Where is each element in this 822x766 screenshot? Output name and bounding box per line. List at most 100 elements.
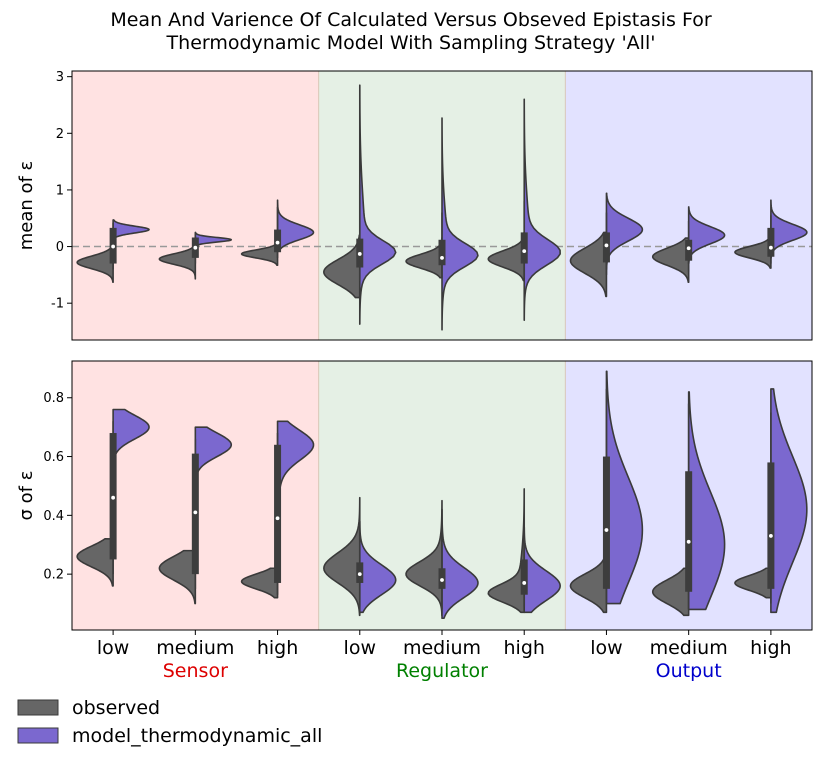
legend-swatch-1 bbox=[17, 699, 59, 716]
observed-half-violin bbox=[734, 567, 772, 599]
observed-half-violin bbox=[158, 244, 197, 280]
y-tick-label: 0.8 bbox=[43, 391, 64, 406]
violin-7 bbox=[569, 370, 644, 614]
model-half-violin bbox=[112, 408, 150, 461]
x-tick-label-high: high bbox=[504, 637, 545, 659]
box-iqr bbox=[685, 239, 693, 261]
group-label-sensor: Sensor bbox=[163, 660, 228, 682]
model-half-violin bbox=[770, 199, 808, 259]
y-axis-label: σ of ε bbox=[16, 471, 37, 521]
model-half-violin bbox=[605, 370, 644, 605]
box-iqr bbox=[438, 239, 446, 266]
violin-7 bbox=[569, 192, 644, 298]
observed-half-violin bbox=[240, 243, 279, 267]
median-marker bbox=[440, 255, 444, 260]
median-marker bbox=[193, 245, 198, 250]
violin-5 bbox=[405, 117, 479, 331]
group-label-regulator: Regulator bbox=[396, 660, 488, 682]
violin-9 bbox=[734, 388, 808, 614]
chart-title-line-1: Mean And Varience Of Calculated Versus O… bbox=[110, 9, 711, 31]
x-tick-label-low: low bbox=[590, 637, 622, 659]
y-tick-label: 1 bbox=[56, 183, 64, 198]
panel-frame bbox=[71, 70, 813, 341]
violin-4 bbox=[323, 84, 397, 325]
x-tick-label-medium: medium bbox=[156, 637, 234, 659]
box-iqr bbox=[602, 456, 610, 589]
violin-6 bbox=[487, 488, 561, 614]
model-half-violin bbox=[194, 231, 233, 248]
median-marker bbox=[686, 246, 691, 251]
median-marker bbox=[768, 534, 773, 538]
box-iqr bbox=[274, 444, 282, 583]
x-tick-label-low: low bbox=[344, 637, 376, 659]
group-background-sensor bbox=[72, 71, 319, 340]
y-tick-label: -1 bbox=[51, 297, 64, 312]
group-background-output bbox=[565, 71, 812, 340]
violin-8 bbox=[651, 206, 726, 284]
x-tick-label-high: high bbox=[257, 637, 298, 659]
box-iqr bbox=[685, 471, 693, 592]
observed-half-violin bbox=[76, 538, 114, 587]
box-iqr bbox=[767, 462, 775, 589]
median-marker bbox=[440, 578, 444, 582]
model-half-violin bbox=[441, 508, 479, 620]
y-axis-label: mean of ε bbox=[16, 161, 37, 251]
x-tick-label-medium: medium bbox=[650, 637, 728, 659]
box-iqr bbox=[520, 232, 528, 264]
legend-swatch-2 bbox=[17, 727, 59, 744]
violin-1 bbox=[76, 408, 150, 587]
x-tick-label-medium: medium bbox=[403, 637, 481, 659]
median-marker bbox=[275, 240, 280, 245]
violin-9 bbox=[734, 199, 808, 269]
panel-1: -1 0 1 2 3 mean of ε bbox=[16, 70, 813, 341]
y-tick-label: 0.4 bbox=[43, 509, 64, 524]
model-half-violin bbox=[112, 219, 150, 240]
model-half-violin bbox=[358, 520, 397, 614]
violin-8 bbox=[651, 391, 726, 617]
median-marker bbox=[357, 252, 362, 256]
median-marker bbox=[686, 539, 691, 544]
violin-1 bbox=[76, 219, 150, 284]
median-marker bbox=[111, 495, 116, 500]
median-marker bbox=[522, 249, 527, 253]
median-marker bbox=[522, 581, 527, 585]
x-tick-label-low: low bbox=[97, 637, 129, 659]
chart-title-line-2: Thermodynamic Model With Sampling Strate… bbox=[166, 32, 656, 54]
observed-half-violin bbox=[240, 567, 279, 599]
y-tick-label: 2 bbox=[56, 127, 64, 142]
panel-2: 0.2 0.4 0.6 0.8 σ of ε bbox=[16, 360, 813, 631]
violin-2 bbox=[158, 426, 233, 605]
box-iqr bbox=[520, 559, 528, 595]
observed-half-violin bbox=[158, 549, 197, 605]
observed-half-violin bbox=[651, 567, 690, 617]
y-tick-label: 0.6 bbox=[43, 450, 64, 465]
y-tick-label: 3 bbox=[56, 70, 64, 85]
median-marker bbox=[357, 572, 362, 577]
legend-label-1: observed bbox=[72, 697, 160, 719]
median-marker bbox=[604, 243, 609, 248]
violin-5 bbox=[405, 499, 479, 620]
y-tick-label: 0 bbox=[56, 240, 64, 255]
observed-half-violin bbox=[323, 496, 361, 617]
model-half-violin bbox=[358, 84, 397, 325]
median-marker bbox=[193, 510, 198, 515]
observed-half-violin bbox=[487, 488, 526, 614]
model-half-violin bbox=[770, 388, 808, 614]
violin-6 bbox=[487, 98, 561, 321]
observed-half-violin bbox=[734, 237, 772, 269]
violin-2 bbox=[158, 231, 233, 280]
group-label-output: Output bbox=[656, 660, 722, 682]
box-iqr bbox=[602, 232, 610, 263]
violin-3 bbox=[240, 420, 315, 599]
median-marker bbox=[111, 244, 116, 249]
legend-label-2: model_thermodynamic_all bbox=[72, 725, 322, 747]
median-marker bbox=[604, 528, 609, 532]
observed-half-violin bbox=[651, 237, 690, 284]
median-marker bbox=[275, 516, 280, 521]
legend: observed model_thermodynamic_all bbox=[17, 697, 322, 747]
box-iqr bbox=[767, 227, 775, 257]
violin-3 bbox=[240, 199, 315, 267]
median-marker bbox=[768, 245, 773, 250]
